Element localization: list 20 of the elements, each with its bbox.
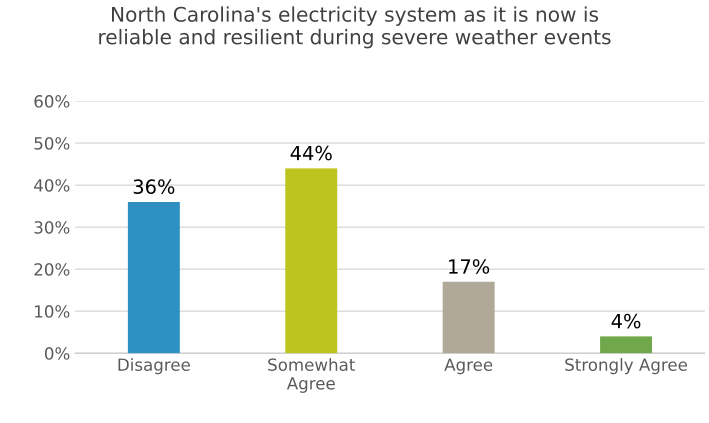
bar [442,282,495,354]
data-label: 4% [612,314,640,328]
x-tick-label: Strongly Agree [565,358,687,374]
y-tick-label: 50% [34,137,70,150]
y-tick-label: 20% [34,263,70,276]
x-tick-label: Agree [444,358,492,374]
y-tick-label: 10% [35,305,70,318]
data-label: 36% [134,179,174,194]
bar [285,168,338,354]
y-tick-label: 0% [44,347,70,360]
y-tick-label: 60% [34,95,70,108]
y-tick-label: 30% [34,221,70,234]
x-tick-label: Somewhat Agree [268,358,355,393]
data-label: 44% [290,146,332,160]
bar [600,336,652,354]
bar [128,202,180,354]
data-label: 17% [449,259,490,274]
x-tick-label: Disagree [118,358,190,374]
y-tick-label: 40% [34,179,70,192]
chart-title: North Carolina's electricity system as it is now is reliable and resilient during severe weather events [99,6,611,48]
